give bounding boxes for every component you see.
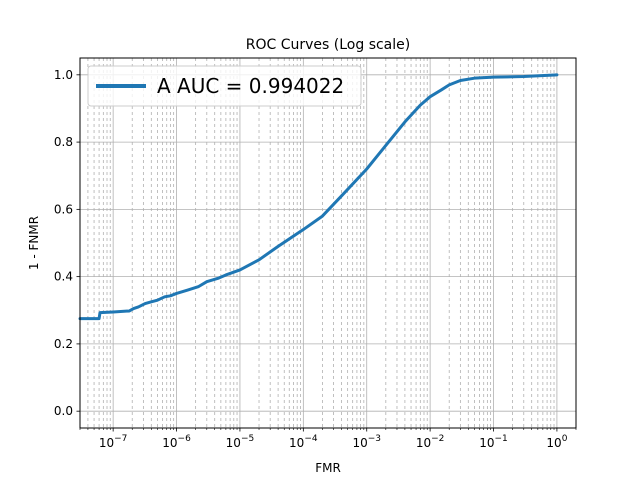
y-tick-label: 0.4 (54, 270, 73, 284)
chart-title: ROC Curves (Log scale) (246, 37, 410, 53)
y-tick-label: 0.6 (54, 202, 73, 216)
y-tick-label: 0.2 (54, 337, 73, 351)
y-tick-label: 1.0 (54, 68, 73, 82)
major-grid (80, 58, 576, 428)
x-axis-label: FMR (315, 461, 341, 475)
legend: A AUC = 0.994022 (87, 65, 362, 107)
minor-grid (79, 58, 577, 428)
plot-frame (79, 57, 577, 429)
y-axis-label: 1 - FNMR (27, 216, 41, 270)
axis-ticks (76, 74, 577, 432)
legend-label: A AUC = 0.994022 (157, 74, 344, 98)
legend-box (87, 65, 362, 107)
roc-curve-line (78, 73, 559, 321)
y-tick-label: 0.8 (54, 135, 73, 149)
series-layer (78, 73, 559, 321)
y-tick-label: 0.0 (54, 404, 73, 418)
